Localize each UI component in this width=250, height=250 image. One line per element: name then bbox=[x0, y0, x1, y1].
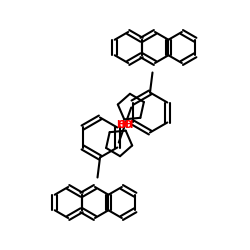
Text: HO: HO bbox=[116, 120, 132, 130]
Text: OH: OH bbox=[118, 120, 134, 130]
